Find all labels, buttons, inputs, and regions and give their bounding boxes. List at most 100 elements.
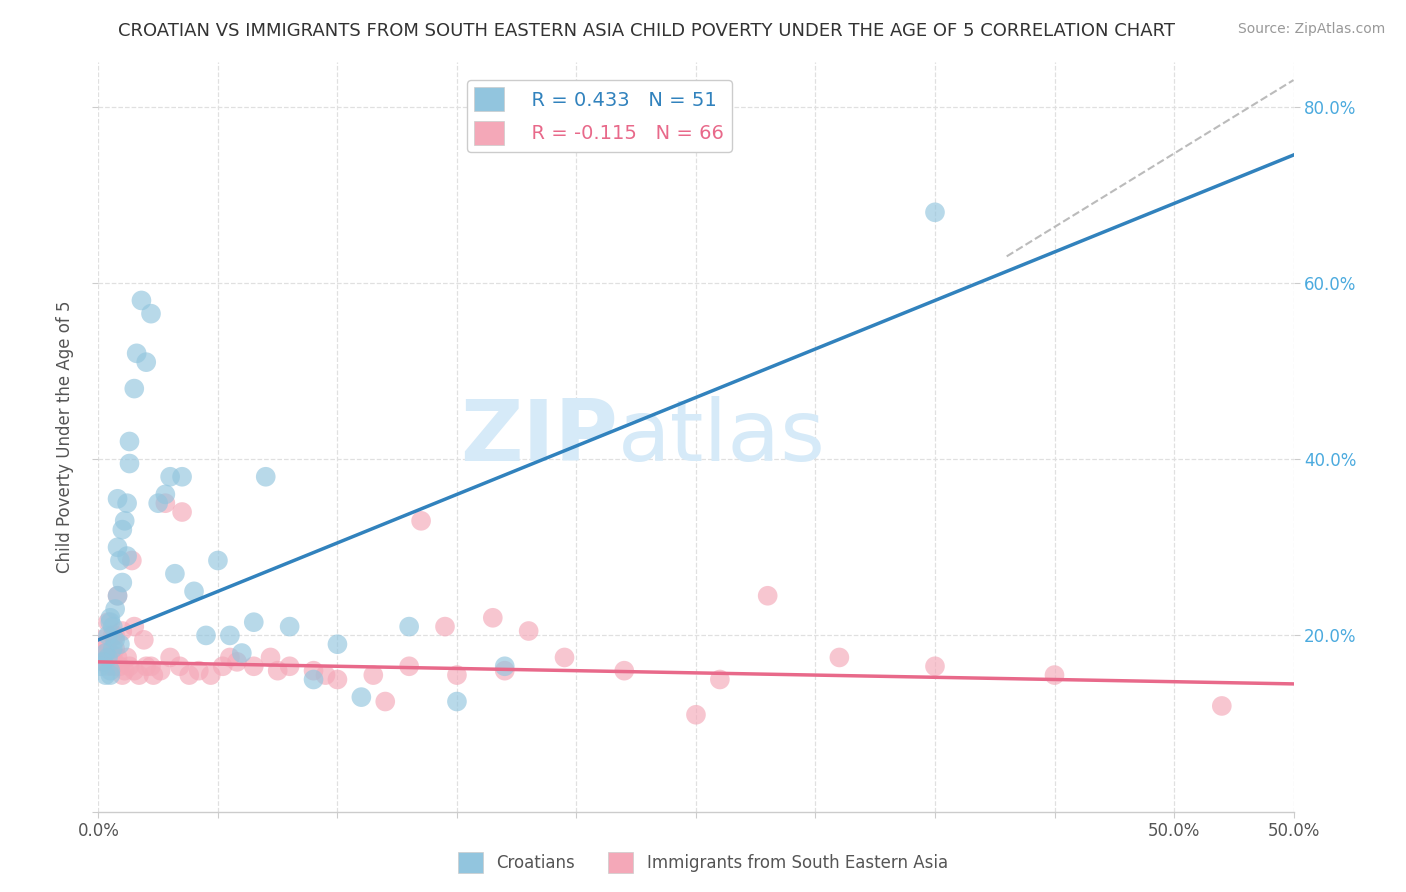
Point bbox=[315, 668, 337, 682]
Point bbox=[101, 641, 124, 656]
Point bbox=[107, 541, 129, 555]
Point bbox=[159, 650, 181, 665]
Point bbox=[172, 469, 194, 483]
Point bbox=[685, 707, 707, 722]
Point bbox=[924, 205, 946, 219]
Point bbox=[259, 650, 281, 665]
Point bbox=[108, 637, 131, 651]
Point bbox=[104, 602, 127, 616]
Point bbox=[169, 659, 191, 673]
Point bbox=[155, 496, 177, 510]
Point bbox=[97, 659, 120, 673]
Point bbox=[302, 664, 325, 678]
Point bbox=[115, 650, 138, 665]
Point bbox=[94, 646, 117, 660]
Point bbox=[124, 664, 146, 678]
Point bbox=[101, 628, 124, 642]
Point bbox=[91, 655, 114, 669]
Point bbox=[118, 457, 141, 471]
Point bbox=[195, 628, 218, 642]
Point bbox=[104, 628, 127, 642]
Point bbox=[101, 619, 124, 633]
Point bbox=[243, 659, 266, 673]
Point bbox=[125, 346, 148, 360]
Point bbox=[219, 628, 242, 642]
Point bbox=[411, 514, 433, 528]
Point bbox=[709, 673, 731, 687]
Point bbox=[139, 659, 162, 673]
Point bbox=[97, 650, 120, 665]
Point bbox=[94, 646, 117, 660]
Point bbox=[350, 690, 373, 705]
Point bbox=[179, 668, 201, 682]
Point bbox=[107, 589, 129, 603]
Point bbox=[1043, 668, 1066, 682]
Point bbox=[148, 496, 170, 510]
Point bbox=[446, 694, 468, 708]
Point bbox=[115, 549, 138, 563]
Point bbox=[446, 668, 468, 682]
Point bbox=[108, 659, 131, 673]
Point bbox=[326, 673, 349, 687]
Point bbox=[97, 628, 120, 642]
Point bbox=[91, 641, 114, 656]
Point bbox=[302, 673, 325, 687]
Point bbox=[101, 650, 124, 665]
Point bbox=[108, 553, 131, 567]
Point bbox=[98, 646, 122, 660]
Point bbox=[114, 664, 136, 678]
Point bbox=[278, 619, 301, 633]
Point bbox=[124, 382, 146, 396]
Point bbox=[828, 650, 851, 665]
Point bbox=[1211, 698, 1233, 713]
Point bbox=[104, 641, 127, 656]
Point bbox=[398, 619, 420, 633]
Point bbox=[434, 619, 457, 633]
Point bbox=[111, 575, 134, 590]
Text: Source: ZipAtlas.com: Source: ZipAtlas.com bbox=[1237, 22, 1385, 37]
Point bbox=[517, 624, 540, 638]
Point bbox=[135, 659, 157, 673]
Point bbox=[107, 650, 129, 665]
Point bbox=[131, 293, 153, 308]
Point bbox=[94, 668, 117, 682]
Point bbox=[139, 307, 162, 321]
Point bbox=[613, 664, 636, 678]
Point bbox=[278, 659, 301, 673]
Point bbox=[159, 469, 181, 483]
Point bbox=[231, 646, 253, 660]
Text: atlas: atlas bbox=[619, 395, 827, 479]
Point bbox=[267, 664, 290, 678]
Point bbox=[142, 668, 165, 682]
Point bbox=[254, 469, 277, 483]
Point bbox=[226, 655, 249, 669]
Point bbox=[494, 659, 516, 673]
Point bbox=[128, 668, 150, 682]
Y-axis label: Child Poverty Under the Age of 5: Child Poverty Under the Age of 5 bbox=[56, 301, 75, 574]
Point bbox=[97, 650, 120, 665]
Legend:   R = 0.433   N = 51,   R = -0.115   N = 66: R = 0.433 N = 51, R = -0.115 N = 66 bbox=[467, 79, 733, 153]
Point bbox=[114, 514, 136, 528]
Point bbox=[118, 659, 141, 673]
Point bbox=[172, 505, 194, 519]
Point bbox=[187, 664, 209, 678]
Point bbox=[98, 655, 122, 669]
Point bbox=[554, 650, 576, 665]
Point bbox=[207, 553, 229, 567]
Point bbox=[124, 619, 146, 633]
Point bbox=[494, 664, 516, 678]
Point bbox=[326, 637, 349, 651]
Point bbox=[183, 584, 205, 599]
Point bbox=[118, 434, 141, 449]
Point bbox=[132, 632, 155, 647]
Point bbox=[111, 624, 134, 638]
Point bbox=[111, 523, 134, 537]
Point bbox=[98, 615, 122, 630]
Point bbox=[97, 615, 120, 630]
Point bbox=[200, 668, 222, 682]
Point bbox=[90, 632, 112, 647]
Point bbox=[363, 668, 385, 682]
Text: ZIP: ZIP bbox=[461, 395, 619, 479]
Point bbox=[155, 487, 177, 501]
Point bbox=[243, 615, 266, 630]
